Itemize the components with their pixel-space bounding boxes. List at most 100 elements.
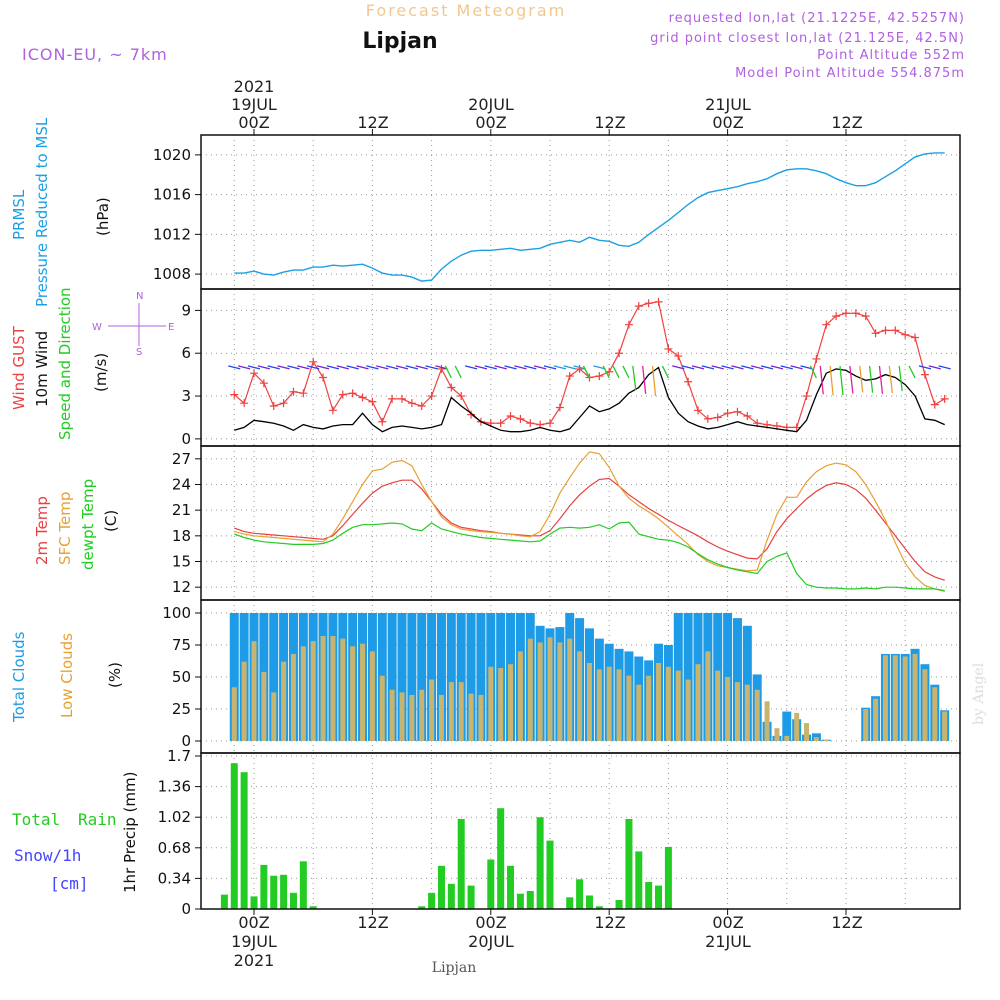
wind-direction-arrow xyxy=(435,365,448,370)
low-clouds-bar xyxy=(794,712,800,741)
y-tick-label: 3 xyxy=(181,387,191,405)
low-clouds-bar xyxy=(350,646,356,741)
wind-direction-arrow xyxy=(878,365,884,394)
temp-unit: (C) xyxy=(102,510,120,532)
wind-direction-arrow xyxy=(326,365,340,370)
gust-marker xyxy=(832,312,841,321)
low-clouds-bar xyxy=(784,735,790,741)
gust-marker xyxy=(388,394,397,403)
wind-direction-arrow xyxy=(819,365,824,395)
gust-marker xyxy=(930,400,939,409)
requested-coords: requested lon,lat (21.1225E, 42.5257N) xyxy=(669,11,965,26)
wind-direction-arrow xyxy=(898,365,903,392)
y-tick-label: 27 xyxy=(172,450,191,468)
wind-direction-arrow xyxy=(395,365,409,370)
precip-bar xyxy=(260,864,268,909)
gust-marker xyxy=(496,419,505,428)
precip-bar xyxy=(546,840,554,909)
y-tick-label: 1016 xyxy=(153,186,191,204)
gust-marker xyxy=(851,309,860,318)
low-clouds-bar xyxy=(468,693,474,741)
low-clouds-bar xyxy=(429,679,435,741)
low-clouds-bar xyxy=(577,651,583,741)
wind-speed-dir-label: Speed and Direction xyxy=(56,287,74,440)
low-clouds-bar xyxy=(863,709,869,741)
wind-direction-arrow xyxy=(336,365,349,370)
precip-bar xyxy=(299,861,307,909)
precip-rain-label: Rain xyxy=(78,810,117,829)
precip-bar xyxy=(418,906,426,909)
gust-marker xyxy=(546,419,554,428)
wind-direction-arrow xyxy=(800,365,813,370)
wind-direction-arrow xyxy=(415,365,428,370)
gust-marker xyxy=(506,412,515,421)
top-tick-label-5: 00Z xyxy=(712,113,743,132)
bottom-date-label-1: 19JUL xyxy=(231,932,277,951)
low-clouds-bar xyxy=(508,664,514,741)
bottom-date-label-3: 21JUL xyxy=(705,932,751,951)
top-year-label: 2021 xyxy=(234,77,275,96)
low-clouds-bar xyxy=(912,653,918,741)
total-clouds-bar xyxy=(427,613,437,741)
model-label: ICON-EU, ~ 7km xyxy=(22,45,168,64)
chart-title: Forecast Meteogram xyxy=(366,1,566,20)
low-clouds-bar xyxy=(774,728,780,741)
gust-marker xyxy=(259,379,268,388)
wind-direction-arrow xyxy=(533,365,547,370)
gust-marker xyxy=(901,330,910,339)
total-clouds-bar xyxy=(742,625,752,741)
total-clouds-bar xyxy=(476,613,486,741)
wind-direction-arrow xyxy=(642,365,647,394)
gust-marker xyxy=(269,402,278,411)
precip-bar xyxy=(240,772,248,909)
wind-direction-arrow xyxy=(780,365,793,370)
wind-direction-arrow xyxy=(938,365,951,370)
low-clouds-bar xyxy=(300,646,306,741)
dewpoint-series-line xyxy=(234,521,945,592)
wind-direction-arrow xyxy=(474,365,488,370)
low-clouds-bar xyxy=(419,689,425,741)
low-clouds-bar xyxy=(813,737,819,741)
precip-bar xyxy=(447,883,455,909)
gust-marker xyxy=(289,387,298,396)
wind-10m-label: 10m Wind xyxy=(33,331,51,407)
gust-marker xyxy=(398,394,406,403)
wind-direction-arrow xyxy=(908,365,916,379)
wind-direction-arrow xyxy=(612,365,620,379)
wind-direction-arrow xyxy=(790,365,803,370)
gust-marker xyxy=(457,392,466,401)
total-clouds-bar xyxy=(436,613,446,741)
y-tick-label: 0 xyxy=(181,430,191,448)
grid-point-coords: grid point closest lon,lat (21.125E, 42.… xyxy=(650,31,965,46)
gust-marker xyxy=(368,397,377,406)
point-altitude: Point Altitude 552m xyxy=(817,48,965,63)
gust-marker xyxy=(230,390,239,399)
wind-direction-arrow xyxy=(524,365,537,370)
wind-direction-arrow xyxy=(247,365,261,370)
low-clouds-label: Low Clouds xyxy=(58,633,76,718)
temp-dew-label: dewpt Temp xyxy=(79,479,97,570)
y-tick-label: 50 xyxy=(172,668,191,686)
compass-icon: N S W E xyxy=(92,291,174,358)
precip-bar xyxy=(566,897,574,909)
y-tick-label: 21 xyxy=(172,501,191,519)
clouds-unit: (%) xyxy=(106,662,124,688)
gust-marker xyxy=(240,399,249,408)
total-clouds-bar xyxy=(407,613,417,741)
bottom-tick-label-6: 12Z xyxy=(831,913,862,932)
y-tick-label: 12 xyxy=(172,578,191,596)
gust-marker xyxy=(250,369,258,378)
gust-marker xyxy=(348,389,357,398)
wind-direction-arrow xyxy=(809,365,817,379)
y-tick-label: 0 xyxy=(181,900,191,918)
low-clouds-bar xyxy=(241,661,247,741)
low-clouds-bar xyxy=(636,684,642,741)
gust-marker xyxy=(703,414,712,423)
gust-marker xyxy=(911,333,920,342)
top-tick-label-2: 12Z xyxy=(357,113,388,132)
total-clouds-bar xyxy=(446,613,456,741)
y-tick-label: 100 xyxy=(162,604,191,622)
y-tick-label: 1012 xyxy=(153,225,191,243)
gust-marker xyxy=(891,326,900,335)
